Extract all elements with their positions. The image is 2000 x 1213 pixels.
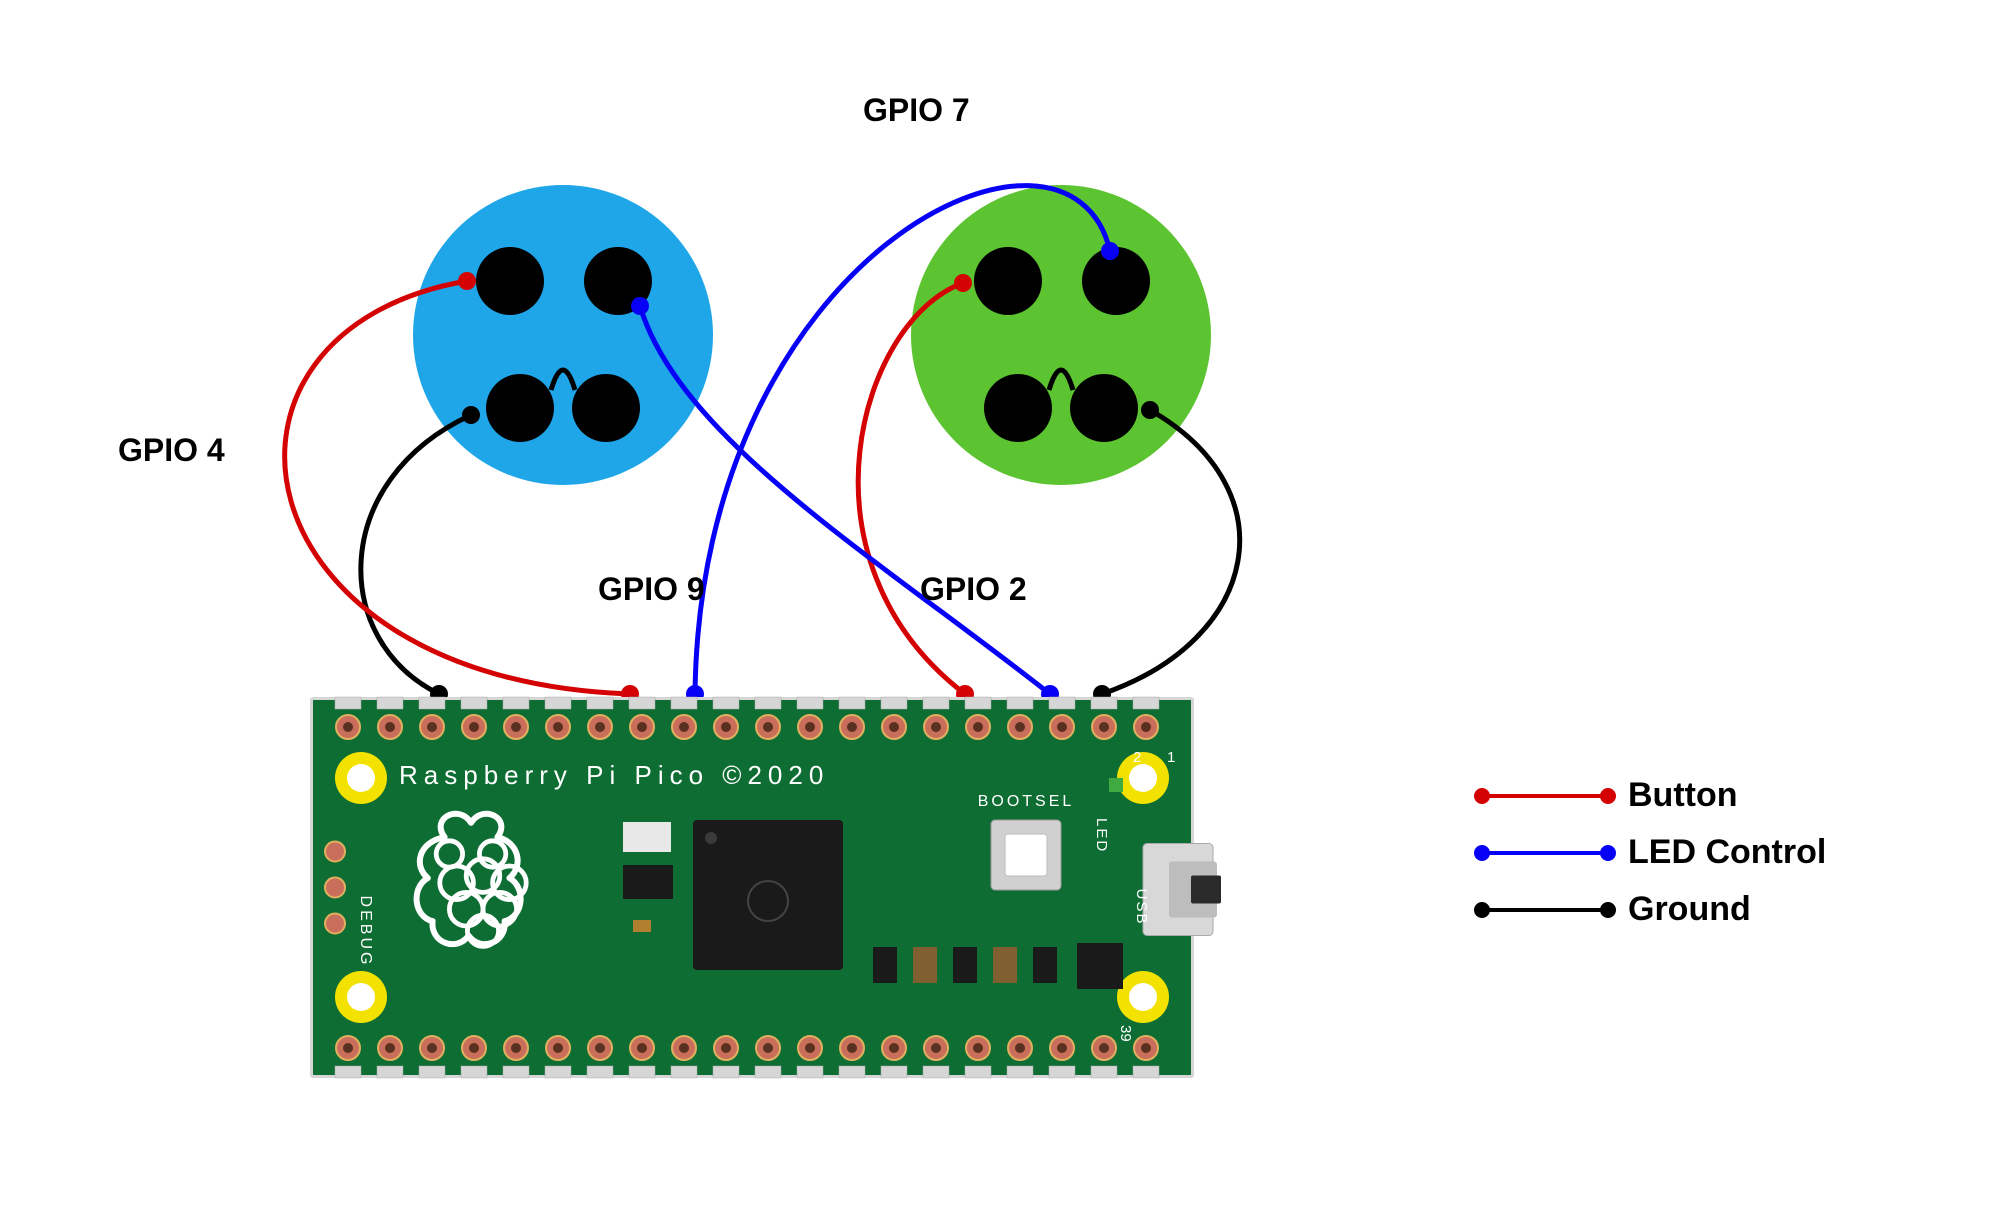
- bootsel-label: BOOTSEL: [978, 793, 1075, 810]
- button-green-terminal-bot_left: [984, 374, 1052, 442]
- legend-dot-icon: [1474, 902, 1490, 918]
- legend-row: Ground: [1480, 890, 1826, 929]
- legend-line: [1480, 851, 1610, 855]
- button-blue-terminal-top_left: [476, 247, 544, 315]
- legend-line: [1480, 794, 1610, 798]
- button-blue: [413, 185, 713, 485]
- legend-dot-icon: [1474, 788, 1490, 804]
- label-gpio9: GPIO 9: [598, 571, 705, 608]
- button-green-terminal-top_left: [974, 247, 1042, 315]
- legend-label: LED Control: [1628, 833, 1826, 872]
- wire-gnd_blue: [361, 415, 471, 694]
- legend-label: Button: [1628, 776, 1738, 815]
- button-blue-terminal-bot_right: [572, 374, 640, 442]
- label-gpio2: GPIO 2: [920, 571, 1027, 608]
- onboard-led: [1109, 778, 1123, 792]
- led-label: LED: [1093, 818, 1110, 853]
- rp2040-chip: [693, 820, 843, 970]
- pico-board: DEBUG Raspberry Pi Pico ©2020 BOOTSEL LED US…: [310, 697, 1221, 1078]
- wiring-diagram: DEBUG Raspberry Pi Pico ©2020 BOOTSEL LED US…: [0, 0, 2000, 1213]
- legend-dot-icon: [1600, 902, 1616, 918]
- label-gpio4: GPIO 4: [118, 432, 225, 469]
- pin-1-label: 1: [1167, 749, 1175, 766]
- button-green: [911, 185, 1211, 485]
- usb-label: USB: [1133, 889, 1150, 926]
- pin-2-label: 2: [1133, 749, 1141, 766]
- wire-btn_blue-end-a: [458, 272, 476, 290]
- wire-gnd_blue-end-a: [462, 406, 480, 424]
- board-title: Raspberry Pi Pico ©2020: [399, 760, 829, 790]
- legend-dot-icon: [1600, 845, 1616, 861]
- wire-led_green-end-a: [1101, 242, 1119, 260]
- legend-row: Button: [1480, 776, 1826, 815]
- wire-gnd_green-end-a: [1141, 401, 1159, 419]
- board-debug-label: DEBUG: [357, 896, 374, 968]
- legend: Button LED Control Ground: [1480, 776, 1826, 947]
- wire-led_blue-end-a: [631, 297, 649, 315]
- legend-row: LED Control: [1480, 833, 1826, 872]
- crystal: [623, 822, 671, 852]
- legend-label: Ground: [1628, 890, 1751, 929]
- legend-line: [1480, 908, 1610, 912]
- legend-dot-icon: [1600, 788, 1616, 804]
- legend-dot-icon: [1474, 845, 1490, 861]
- wire-btn_green-end-a: [954, 274, 972, 292]
- label-gpio7: GPIO 7: [863, 92, 970, 129]
- button-blue-terminal-bot_left: [486, 374, 554, 442]
- button-green-terminal-bot_right: [1070, 374, 1138, 442]
- pin-39-label: 39: [1117, 1025, 1134, 1042]
